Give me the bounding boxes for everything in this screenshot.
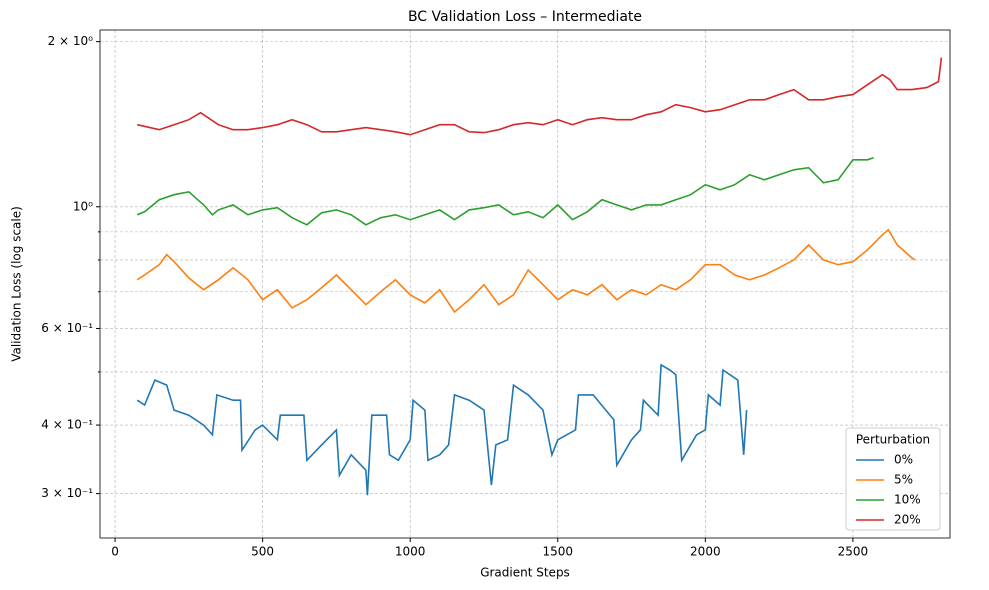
series-line <box>136 363 748 496</box>
x-axis-label: Gradient Steps <box>480 566 570 580</box>
x-tick-label: 1500 <box>542 545 573 559</box>
legend-title: Perturbation <box>856 433 930 447</box>
x-tick-label: 1000 <box>395 545 426 559</box>
y-tick-label: 4 × 10⁻¹ <box>41 418 93 432</box>
series-line <box>136 228 916 314</box>
chart-title: BC Validation Loss – Intermediate <box>408 9 642 25</box>
y-axis-label: Validation Loss (log scale) <box>10 206 24 362</box>
series-line <box>137 57 943 136</box>
x-tick-label: 2000 <box>690 545 721 559</box>
legend-label: 10% <box>894 493 921 507</box>
legend-label: 20% <box>894 513 921 527</box>
plot-frame <box>99 29 951 539</box>
x-tick-label: 500 <box>251 545 274 559</box>
y-tick-label: 10⁰ <box>73 199 93 213</box>
legend-label: 0% <box>894 453 913 467</box>
x-tick-label: 0 <box>111 545 119 559</box>
series-line <box>136 156 874 226</box>
y-tick-label: 6 × 10⁻¹ <box>41 321 93 335</box>
legend-label: 5% <box>894 473 913 487</box>
y-tick-label: 3 × 10⁻¹ <box>41 486 93 500</box>
y-tick-label: 2 × 10⁰ <box>48 34 94 48</box>
legend-box <box>845 427 941 531</box>
x-tick-label: 2500 <box>838 545 869 559</box>
